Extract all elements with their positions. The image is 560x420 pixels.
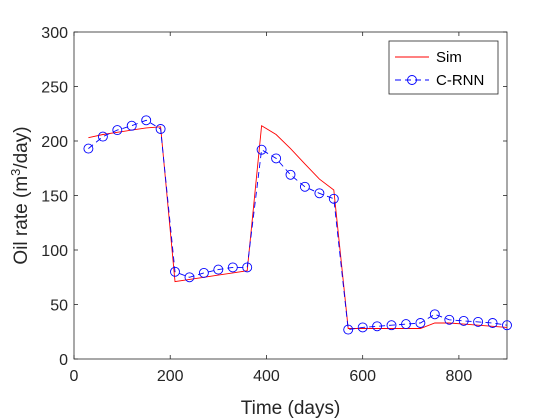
y-tick-label: 150 xyxy=(41,189,68,206)
series-point-c-rnn xyxy=(97,131,108,142)
series-point-c-rnn xyxy=(372,321,383,332)
series-point-c-rnn xyxy=(141,115,152,126)
x-tick-label: 0 xyxy=(70,368,79,385)
series-point-c-rnn xyxy=(126,120,137,131)
series-point-c-rnn xyxy=(415,318,426,328)
series-point-c-rnn xyxy=(502,320,512,331)
x-axis-label: Time (days) xyxy=(241,398,341,419)
series-point-c-rnn xyxy=(227,262,238,273)
series-point-c-rnn xyxy=(473,316,484,327)
series-point-c-rnn xyxy=(184,272,195,283)
series-point-c-rnn xyxy=(271,153,282,164)
series-line-sim xyxy=(88,124,508,329)
x-tick-label: 400 xyxy=(253,368,280,385)
legend-sim-label: Sim xyxy=(436,49,462,66)
legend-crnn-marker xyxy=(407,75,417,85)
series-point-c-rnn xyxy=(444,314,455,325)
legend: Sim C-RNN xyxy=(388,40,499,95)
y-tick-label: 50 xyxy=(50,298,68,315)
series-line-c-rnn xyxy=(88,119,508,331)
series-point-c-rnn xyxy=(458,315,469,326)
series-point-c-rnn xyxy=(328,193,339,204)
y-tick-label: 250 xyxy=(41,80,68,97)
series-point-c-rnn xyxy=(357,322,368,333)
series-point-c-rnn xyxy=(242,262,253,273)
y-axis-label: Oil rate (m3/day) xyxy=(8,126,32,264)
series-point-c-rnn xyxy=(299,181,310,192)
series-point-c-rnn xyxy=(83,143,94,154)
series-point-c-rnn xyxy=(429,309,440,320)
series-point-c-rnn xyxy=(401,319,411,330)
y-axis-ticks: 0 50 100 150 200 250 300 xyxy=(41,25,507,369)
series-point-c-rnn xyxy=(256,144,267,155)
series-point-c-rnn xyxy=(213,264,224,275)
series-point-c-rnn xyxy=(112,125,123,136)
x-axis-ticks: 0 200 400 600 800 xyxy=(70,32,473,385)
series-point-c-rnn xyxy=(487,318,498,328)
y-axis-label-prefix: Oil rate (m xyxy=(11,176,32,265)
x-tick-label: 600 xyxy=(349,368,376,385)
y-tick-label: 100 xyxy=(41,243,68,260)
y-axis-label-superscript: 3 xyxy=(8,169,23,176)
series-point-c-rnn xyxy=(170,266,180,277)
series-point-c-rnn xyxy=(343,324,354,335)
series-point-c-rnn xyxy=(285,169,296,180)
y-tick-label: 0 xyxy=(59,352,68,369)
y-tick-label: 300 xyxy=(41,25,68,42)
legend-crnn-label: C-RNN xyxy=(436,72,484,89)
legend-box xyxy=(388,40,499,95)
series-point-c-rnn xyxy=(198,267,209,278)
x-tick-label: 800 xyxy=(446,368,473,385)
series-point-c-rnn xyxy=(386,320,397,331)
y-tick-label: 200 xyxy=(41,134,68,151)
y-axis-label-suffix: /day) xyxy=(11,126,32,168)
series-point-c-rnn xyxy=(314,188,325,199)
x-tick-label: 200 xyxy=(157,368,184,385)
series-layer xyxy=(83,115,512,335)
series-point-c-rnn xyxy=(155,124,166,134)
